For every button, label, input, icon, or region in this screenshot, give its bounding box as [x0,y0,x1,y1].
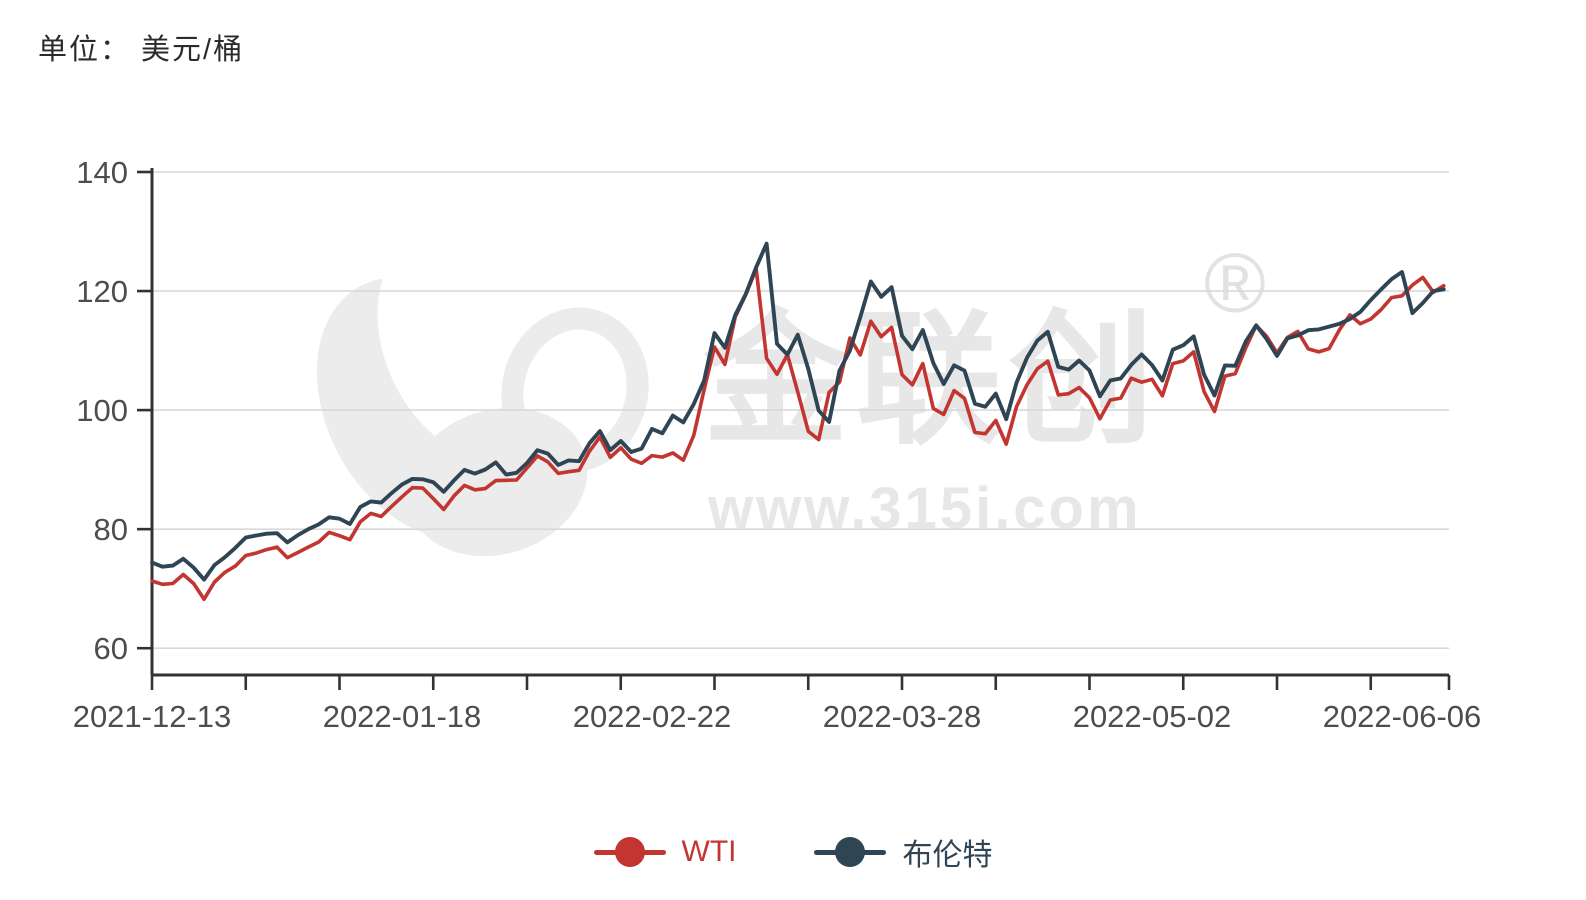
y-tick-label: 140 [76,155,128,190]
y-tick-label: 80 [94,512,128,547]
y-tick-label: 120 [76,274,128,309]
axes [137,168,1451,690]
legend-label-wti: WTI [681,835,737,868]
brent-legend-marker-icon [814,836,887,868]
wti-legend-marker-icon [593,836,666,868]
watermark-logo [316,225,649,557]
chart-legend: WTI 布伦特 [0,830,1586,874]
gridlines [152,171,1449,650]
legend-item-brent[interactable]: 布伦特 [814,830,992,874]
y-tick-label: 60 [94,631,128,666]
series-lines [150,241,1446,602]
watermark-url: www.315i.com [707,476,1142,541]
axis-labels: 60 80 100 120 140 2021-12-13 2022-01-18 2022-02… [73,155,1482,734]
legend-label-brent: 布伦特 [902,839,993,872]
watermark-registered-icon: ® [1204,236,1266,330]
x-tick-label: 2022-01-18 [323,699,482,734]
x-tick-label: 2021-12-13 [73,699,232,734]
unit-label: 单位： 美元/桶 [38,34,245,66]
y-tick-label: 100 [76,393,128,428]
x-tick-label: 2022-06-06 [1323,699,1482,734]
wti-line[interactable] [150,267,1446,602]
watermark: 金联创 ® www.315i.com [316,225,1266,557]
x-tick-label: 2022-02-22 [573,699,732,734]
x-tick-label: 2022-05-02 [1073,699,1232,734]
brent-line[interactable] [150,241,1446,582]
x-tick-label: 2022-03-28 [823,699,982,734]
legend-item-wti[interactable]: WTI [593,835,737,869]
